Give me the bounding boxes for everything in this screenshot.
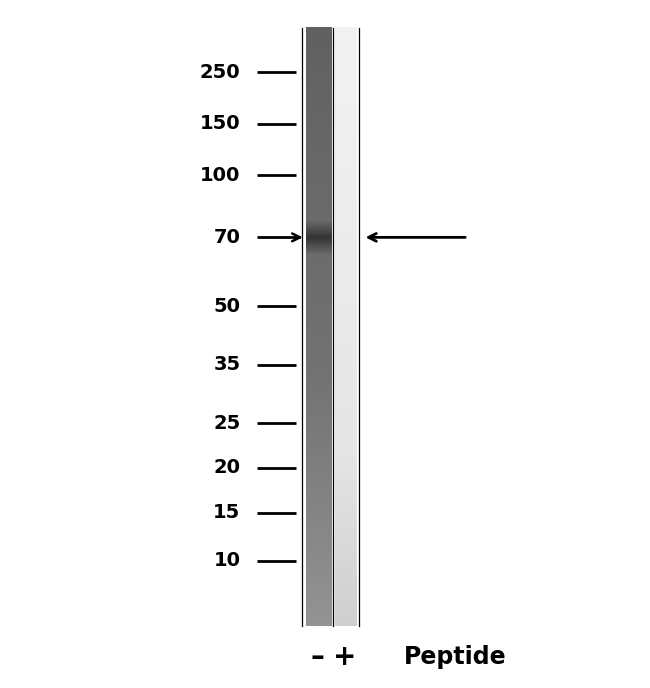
Text: Peptide: Peptide — [404, 645, 506, 669]
Text: 100: 100 — [200, 166, 240, 185]
Text: 70: 70 — [214, 228, 240, 247]
Text: 25: 25 — [213, 413, 240, 433]
Text: +: + — [333, 643, 356, 671]
Text: –: – — [311, 643, 325, 671]
Text: 150: 150 — [200, 114, 240, 133]
Text: 20: 20 — [213, 458, 240, 477]
Text: 250: 250 — [200, 63, 240, 82]
Text: 10: 10 — [213, 551, 240, 570]
Text: 35: 35 — [213, 355, 240, 374]
Text: 50: 50 — [213, 297, 240, 316]
Text: 15: 15 — [213, 503, 240, 522]
